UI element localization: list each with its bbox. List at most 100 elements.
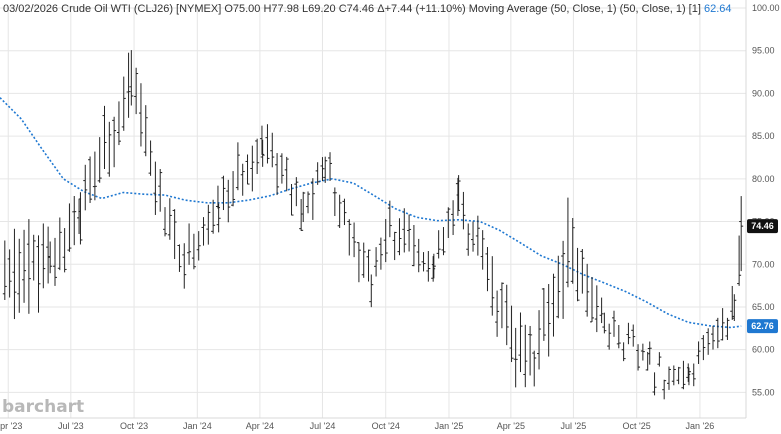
header-study: Moving Average (50, Close, 1) (50, Close… bbox=[469, 3, 701, 15]
ohlc-bar bbox=[383, 218, 388, 263]
ohlc-bar bbox=[78, 192, 83, 245]
ohlc-bar bbox=[575, 247, 580, 302]
ohlc-bar bbox=[83, 164, 88, 211]
ohlc-bar bbox=[172, 209, 177, 260]
ohlc-bar bbox=[41, 223, 46, 289]
ohlc-bar bbox=[387, 200, 392, 238]
ohlc-bar bbox=[352, 222, 357, 258]
ohlc-bar bbox=[36, 235, 41, 313]
ohlc-bar bbox=[279, 153, 284, 184]
y-tick-label: 60.00 bbox=[752, 345, 775, 355]
ohlc-bar bbox=[681, 360, 686, 390]
ohlc-bar bbox=[320, 157, 325, 182]
ohlc-bar bbox=[121, 76, 126, 131]
ohlc-bar bbox=[475, 215, 480, 256]
price-badges: 74.46 62.76 bbox=[747, 219, 778, 334]
header-symbol: Crude Oil WTI (CLJ26) [NYMEX] bbox=[61, 3, 221, 15]
ohlc-bar bbox=[374, 247, 379, 277]
moving-average-line bbox=[0, 97, 742, 329]
ohlc-bar bbox=[126, 52, 131, 118]
ohlc-bar bbox=[22, 229, 27, 303]
ohlc-bar bbox=[102, 105, 107, 170]
ohlc-bar bbox=[580, 248, 585, 294]
ohlc-bar bbox=[211, 199, 216, 234]
ohlc-bar bbox=[546, 284, 551, 357]
ohlc-bar bbox=[289, 184, 294, 216]
ohlc-bar bbox=[480, 230, 485, 270]
ohlc-bar bbox=[255, 138, 260, 175]
ohlc-bar bbox=[332, 187, 337, 217]
ohlc-bar bbox=[495, 290, 500, 337]
ohlc-bar bbox=[611, 310, 616, 337]
x-tick-label: Jan '26 bbox=[686, 421, 715, 431]
ohlc-bar bbox=[356, 242, 361, 283]
y-tick-label: 95.00 bbox=[752, 46, 775, 56]
x-tick-label: Oct '25 bbox=[623, 421, 651, 431]
ohlc-bar bbox=[88, 156, 93, 203]
x-tick-label: Oct '24 bbox=[372, 421, 400, 431]
svg-text:62.76: 62.76 bbox=[751, 321, 774, 331]
ohlc-bar bbox=[710, 325, 715, 350]
ohlc-bar bbox=[53, 237, 58, 286]
ohlc-bar bbox=[299, 199, 304, 231]
ohlc-bar bbox=[310, 178, 315, 220]
ohlc-bar bbox=[715, 317, 720, 349]
ohlc-bar bbox=[17, 238, 22, 313]
ohlc-bar bbox=[226, 179, 231, 223]
ohlc-bar bbox=[92, 151, 97, 201]
ohlc-bar bbox=[177, 244, 182, 272]
ohlc-bar bbox=[48, 241, 53, 274]
ohlc-bar bbox=[523, 324, 528, 388]
ohlc-bar bbox=[72, 196, 77, 246]
last-price-badge: 74.46 bbox=[747, 219, 778, 234]
ohlc-bar bbox=[315, 162, 320, 185]
ohlc-bar bbox=[666, 366, 671, 390]
y-tick-label: 80.00 bbox=[752, 174, 775, 184]
ohlc-bar bbox=[182, 243, 187, 289]
ohlc-bar bbox=[196, 231, 201, 261]
moving-average-series bbox=[0, 97, 742, 329]
ohlc-bar bbox=[737, 235, 742, 286]
ohlc-bar bbox=[466, 223, 471, 256]
ohlc-bar bbox=[112, 116, 117, 168]
ohlc-bar bbox=[148, 140, 153, 176]
ohlc-bar bbox=[129, 50, 134, 106]
ohlc-bar bbox=[631, 324, 636, 347]
ohlc-bar bbox=[696, 341, 701, 364]
y-tick-label: 90.00 bbox=[752, 88, 775, 98]
ohlc-bar bbox=[26, 219, 31, 314]
ohlc-bar bbox=[201, 217, 206, 246]
ohlc-bar bbox=[421, 252, 426, 272]
chart-header: 03/02/2026 Crude Oil WTI (CLJ26) [NYMEX]… bbox=[3, 3, 732, 15]
ohlc-bar bbox=[499, 282, 504, 329]
ohlc-bar bbox=[471, 221, 476, 252]
ohlc-bar bbox=[732, 294, 737, 322]
ohlc-bar bbox=[342, 198, 347, 226]
ohlc-bar bbox=[294, 177, 299, 207]
ohlc-bar bbox=[431, 253, 436, 279]
ohlc-bar bbox=[31, 234, 36, 281]
price-bars bbox=[2, 50, 744, 400]
ohlc-bar bbox=[337, 194, 342, 228]
y-tick-label: 55.00 bbox=[752, 387, 775, 397]
ohlc-bar bbox=[647, 341, 652, 365]
ohlc-bar bbox=[640, 343, 645, 361]
y-tick-label: 85.00 bbox=[752, 131, 775, 141]
x-tick-label: Jan '24 bbox=[183, 421, 212, 431]
ohlc-bar bbox=[436, 230, 441, 259]
x-tick-label: Jul '24 bbox=[310, 421, 336, 431]
ohlc-bar bbox=[551, 273, 556, 337]
ohlc-bar bbox=[485, 247, 490, 292]
x-tick-label: Apr '25 bbox=[497, 421, 525, 431]
ohlc-bar bbox=[513, 327, 518, 388]
x-axis: Apr '23 Jul '23 Oct '23 Jan '24 Apr '24 Jul '… bbox=[0, 421, 714, 431]
y-tick-label: 65.00 bbox=[752, 302, 775, 312]
ohlc-bar bbox=[62, 228, 67, 273]
ohlc-bar bbox=[565, 197, 570, 288]
ohlc-bar bbox=[701, 335, 706, 361]
ohlc-bar bbox=[652, 372, 657, 396]
ohlc-bar bbox=[275, 153, 280, 196]
y-tick-label: 70.00 bbox=[752, 259, 775, 269]
ohlc-bar bbox=[328, 152, 333, 182]
ohlc-bar bbox=[461, 191, 466, 230]
